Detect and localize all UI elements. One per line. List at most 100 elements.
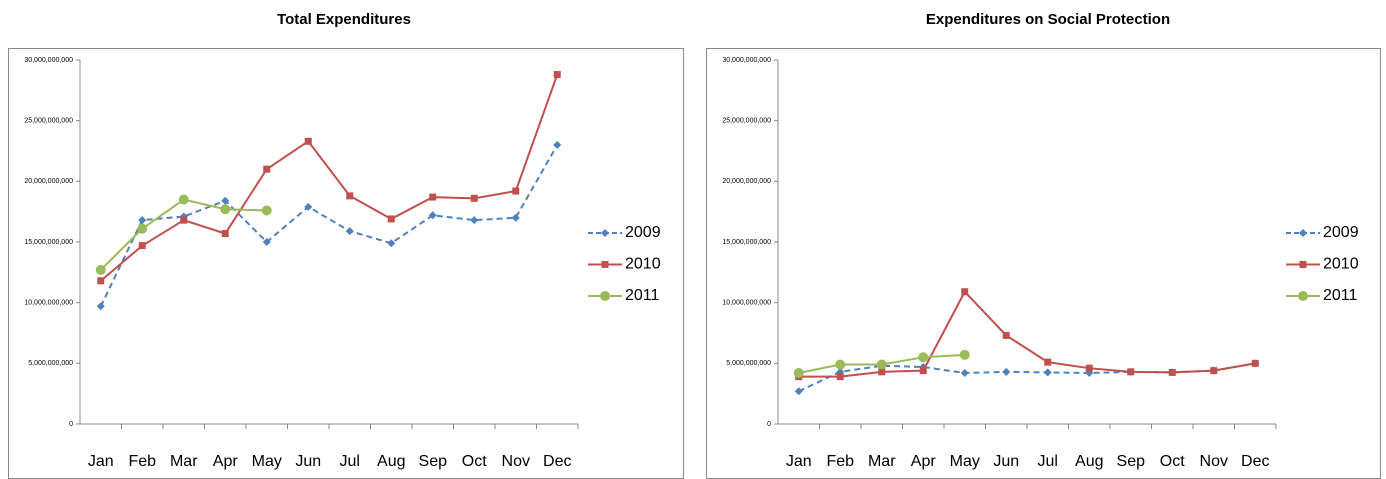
marker [512,187,520,195]
marker [1002,367,1011,376]
legend-label: 2009 [1323,224,1359,241]
y-tick-label: 0 [767,421,771,428]
x-tick-label: May [252,453,282,470]
marker [918,352,929,363]
x-tick-label: Nov [1200,453,1228,470]
x-tick-label: Jul [340,453,360,470]
y-tick-label: 25,000,000,000 [722,118,771,125]
x-tick-label: Apr [911,453,937,470]
y-tick-label: 20,000,000,000 [722,178,771,185]
marker [553,140,562,149]
x-tick-label: Nov [502,453,530,470]
marker [959,349,970,360]
chart: Total Expenditures 0 5,000,000,000 10,000,0… [8,11,684,479]
marker [793,368,804,379]
chart: Expenditures on Social Protection 0 5,000,… [706,11,1381,479]
marker [262,238,271,246]
marker [836,373,844,381]
chart-frame [8,48,684,479]
marker [97,277,105,285]
marker [221,230,229,238]
x-tick-label: Jan [786,453,812,470]
marker [601,261,609,268]
y-tick-label: 20,000,000,000 [24,178,73,185]
marker [180,216,188,224]
x-tick-label: Sep [419,453,448,470]
marker [511,213,520,222]
legend-label: 2011 [625,287,660,304]
marker [1251,359,1259,367]
x-tick-label: Dec [1241,453,1269,470]
x-tick-label: Feb [826,453,854,470]
y-tick-label: 30,000,000,000 [722,57,771,64]
y-tick-label: 0 [69,421,73,428]
marker [961,288,969,296]
x-tick-label: Mar [170,453,198,470]
x-tick-label: Jul [1038,453,1058,470]
x-tick-label: Sep [1117,453,1146,470]
marker [553,71,561,79]
marker [387,239,396,248]
x-tick-label: Aug [1075,453,1103,470]
y-tick-label: 10,000,000,000 [722,300,771,307]
marker [95,264,106,275]
y-tick-label: 15,000,000,000 [722,239,771,246]
marker [428,211,437,220]
y-tick-label: 25,000,000,000 [24,118,73,125]
marker [220,204,231,215]
chart-title: Expenditures on Social Protection [926,11,1170,28]
marker [1002,331,1010,339]
series-line [798,290,1256,378]
marker [470,216,479,225]
marker [178,194,189,205]
marker [1043,368,1052,377]
chart-title: Total Expenditures [277,11,411,28]
marker [221,196,230,205]
series-line [100,74,559,282]
legend-label: 2009 [625,224,661,241]
x-tick-label: Mar [868,453,896,470]
legend-label: 2010 [625,256,661,273]
marker [1299,261,1307,268]
marker [470,194,478,202]
marker [600,291,610,301]
marker [1298,291,1308,301]
marker [137,223,148,234]
marker [601,229,609,237]
marker [1044,358,1052,366]
y-tick-label: 15,000,000,000 [24,239,73,246]
marker [138,216,147,225]
x-tick-label: Oct [462,453,487,470]
marker [835,359,846,370]
x-tick-label: Jan [88,453,114,470]
series-line [798,362,1256,393]
marker [429,193,437,201]
marker [138,242,146,250]
marker [263,165,271,173]
marker [1085,364,1093,372]
x-tick-label: May [950,453,980,470]
marker [1210,367,1218,375]
x-tick-label: Feb [128,453,156,470]
marker [346,192,354,200]
marker [1168,368,1176,376]
marker [96,302,105,311]
x-tick-label: Jun [993,453,1019,470]
marker [794,387,803,396]
x-tick-label: Aug [377,453,405,470]
y-tick-label: 10,000,000,000 [24,300,73,307]
series-line [99,144,559,307]
marker [878,368,886,376]
y-tick-label: 30,000,000,000 [24,57,73,64]
x-tick-label: Dec [543,453,571,470]
marker [1127,368,1135,376]
legend-label: 2010 [1323,256,1359,273]
marker [345,227,354,236]
x-tick-label: Jun [295,453,321,470]
x-tick-label: Oct [1160,453,1185,470]
marker [876,359,887,370]
marker [304,137,312,145]
marker [960,369,969,378]
y-tick-label: 5,000,000,000 [28,360,73,367]
